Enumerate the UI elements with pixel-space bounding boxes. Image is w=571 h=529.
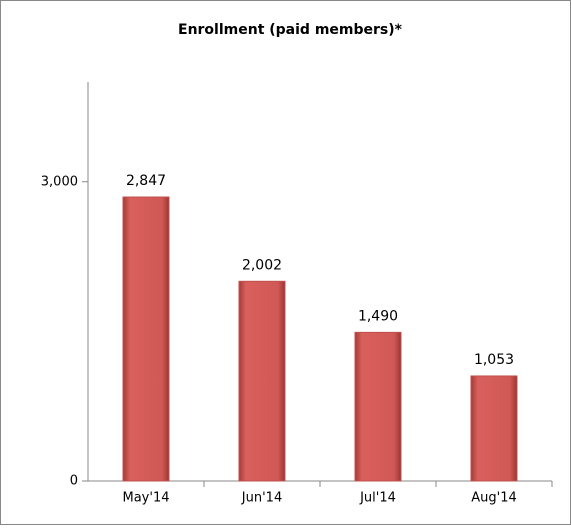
chart-title: Enrollment (paid members)*: [178, 22, 403, 38]
data-label: 2,002: [242, 257, 282, 273]
x-tick-label: Jul'14: [359, 491, 396, 506]
data-label: 1,490: [358, 308, 398, 324]
bar: [470, 375, 518, 482]
data-label: 2,847: [126, 173, 166, 189]
x-tick-label: Aug'14: [471, 491, 517, 506]
bar: [122, 196, 170, 482]
x-tick-label: Jun'14: [241, 491, 282, 506]
x-tick-label: May'14: [123, 491, 170, 506]
y-tick-label: 3,000: [41, 174, 78, 189]
bar: [354, 331, 402, 482]
bar: [238, 280, 286, 482]
y-tick-label: 0: [70, 474, 78, 489]
data-label: 1,053: [474, 352, 514, 368]
